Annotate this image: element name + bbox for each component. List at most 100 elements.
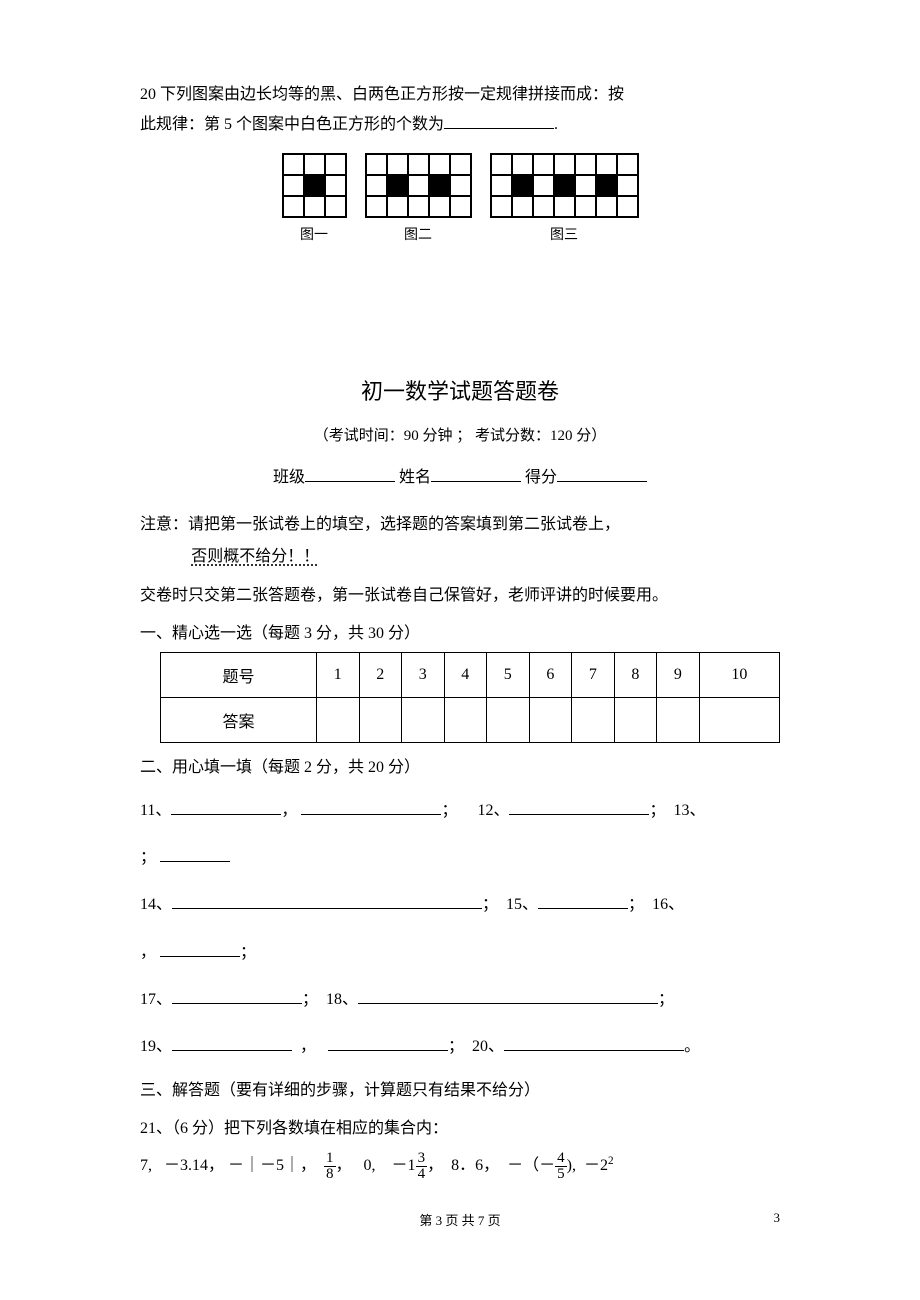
- grid-cell: [617, 154, 638, 175]
- q20-blank: [444, 112, 554, 129]
- grid-cell: [596, 154, 617, 175]
- grid-cell: [512, 196, 533, 217]
- table-col-num: 10: [699, 652, 779, 697]
- student-info-line: 班级 姓名 得分: [140, 463, 780, 487]
- grid-cell: [304, 154, 325, 175]
- question-20: 20 下列图案由边长均等的黑、白两色正方形按一定规律拼接而成：按 此规律：第 5…: [140, 80, 780, 141]
- table-col-num: 3: [402, 652, 445, 697]
- fill-in-blanks: 11、， ； 12、； 13、 ； 14、； 15、； 16、 ， ； 17、；…: [140, 789, 780, 1068]
- pattern-3: 图三: [490, 153, 639, 244]
- q16-label: 16、: [652, 896, 684, 913]
- grid-cell: [575, 175, 596, 196]
- grid-cell: [554, 154, 575, 175]
- section-1-head: 一、精心选一选（每题 3 分，共 30 分）: [140, 619, 780, 649]
- table-col-num: 5: [487, 652, 530, 697]
- label-score: 得分: [525, 469, 557, 486]
- q18-blank: [358, 987, 658, 1004]
- q20-line2b: .: [554, 116, 558, 133]
- q11-blank-1: [171, 798, 281, 815]
- grid-cell: [325, 154, 346, 175]
- grid-cell: [450, 154, 471, 175]
- table-answer-label: 答案: [161, 697, 317, 742]
- table-answer-cell: [359, 697, 402, 742]
- pattern-label: 图二: [404, 224, 432, 244]
- grid-cell: [491, 175, 512, 196]
- q12-label: 12、: [477, 802, 509, 819]
- table-head-label: 题号: [161, 652, 317, 697]
- choice-answer-table: 题号12345678910 答案: [160, 652, 780, 743]
- q19-label: 19、: [140, 1038, 172, 1055]
- grid-cell: [450, 175, 471, 196]
- grid-cell: [366, 196, 387, 217]
- table-col-num: 4: [444, 652, 487, 697]
- q16-blank: [160, 940, 240, 957]
- grid-cell: [596, 196, 617, 217]
- grid-cell: [554, 175, 575, 196]
- q17-label: 17、: [140, 991, 172, 1008]
- blank-name: [431, 465, 521, 482]
- q20-blank-ans: [504, 1034, 684, 1051]
- grid-cell: [450, 196, 471, 217]
- pattern-figures: 图一图二图三: [140, 153, 780, 244]
- label-class: 班级: [273, 469, 305, 486]
- section-3-head: 三、解答题（要有详细的步骤，计算题只有结果不给分）: [140, 1076, 780, 1106]
- grid-cell: [533, 154, 554, 175]
- grid-cell: [429, 154, 450, 175]
- grid-cell: [429, 196, 450, 217]
- grid-cell: [366, 175, 387, 196]
- q19-blank-1: [172, 1034, 292, 1051]
- grid-cell: [533, 196, 554, 217]
- grid-cell: [387, 175, 408, 196]
- q17-blank: [172, 987, 302, 1004]
- section-2-head: 二、用心填一填（每题 2 分，共 20 分）: [140, 753, 780, 783]
- table-col-num: 8: [614, 652, 657, 697]
- q13-label: 13、: [673, 802, 705, 819]
- table-answer-cell: [699, 697, 779, 742]
- fraction-3-4: 34: [416, 1151, 428, 1182]
- handin-note: 交卷时只交第二张答题卷，第一张试卷自己保管好，老师评讲的时候要用。: [140, 581, 780, 611]
- grid-cell: [617, 196, 638, 217]
- table-col-num: 7: [572, 652, 615, 697]
- grid-cell: [325, 196, 346, 217]
- table-col-num: 6: [529, 652, 572, 697]
- grid-cell: [491, 154, 512, 175]
- grid-cell: [304, 175, 325, 196]
- grid-cell: [408, 154, 429, 175]
- q19-blank-2: [328, 1034, 448, 1051]
- q18-label: 18、: [326, 991, 358, 1008]
- fraction-1-8: 18: [324, 1151, 336, 1182]
- q14-label: 14、: [140, 896, 172, 913]
- q11-label: 11、: [140, 802, 171, 819]
- pattern-label: 图三: [550, 224, 578, 244]
- exam-meta: （考试时间：90 分钟 ； 考试分数：120 分）: [140, 424, 780, 445]
- footer-center: 第 3 页 共 7 页: [419, 1213, 500, 1228]
- q15-blank: [538, 892, 628, 909]
- grid-cell: [325, 175, 346, 196]
- q13-blank: [160, 845, 230, 862]
- note-line-1: 注意：请把第一张试卷上的填空，选择题的答案填到第二张试卷上，: [140, 509, 780, 541]
- table-col-num: 1: [316, 652, 359, 697]
- q20-line2a: 此规律：第 5 个图案中白色正方形的个数为: [140, 116, 444, 133]
- grid-cell: [408, 175, 429, 196]
- grid-cell: [617, 175, 638, 196]
- grid-cell: [512, 175, 533, 196]
- grid-cell: [491, 196, 512, 217]
- q20-label: 20、: [472, 1038, 504, 1055]
- label-name: 姓名: [399, 469, 431, 486]
- grid-cell: [575, 154, 596, 175]
- q11-blank-2: [301, 798, 441, 815]
- q15-label: 15、: [506, 896, 538, 913]
- blank-score: [557, 465, 647, 482]
- q14-blank: [172, 892, 482, 909]
- answer-sheet-title: 初一数学试题答题卷: [140, 374, 780, 406]
- grid-cell: [533, 175, 554, 196]
- note-line-2: 否则概不给分！！: [140, 541, 780, 573]
- page-footer: 第 3 页 共 7 页 3: [140, 1210, 780, 1229]
- table-answer-cell: [657, 697, 700, 742]
- table-answer-cell: [487, 697, 530, 742]
- table-answer-cell: [402, 697, 445, 742]
- q21-head: 21、（6 分）把下列各数填在相应的集合内：: [140, 1114, 780, 1144]
- q20-prefix: 20: [140, 86, 160, 103]
- pattern-2: 图二: [365, 153, 472, 244]
- grid-cell: [575, 196, 596, 217]
